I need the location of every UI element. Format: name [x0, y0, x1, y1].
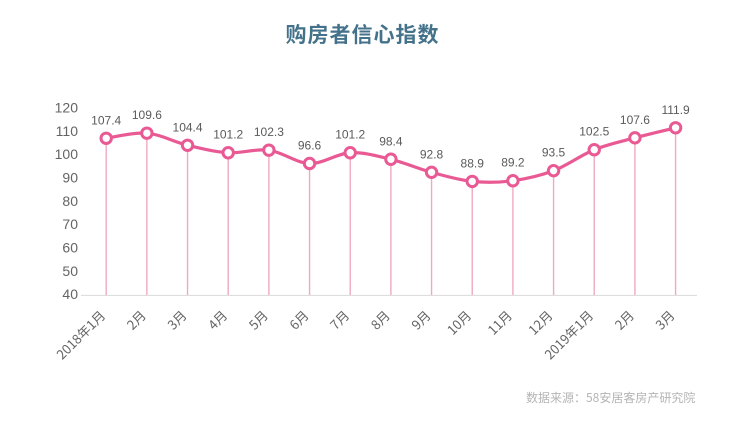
- svg-text:3月: 3月: [651, 306, 679, 334]
- svg-text:104.4: 104.4: [173, 120, 203, 134]
- svg-text:102.3: 102.3: [254, 125, 284, 139]
- svg-text:50: 50: [62, 263, 78, 279]
- svg-text:96.6: 96.6: [298, 138, 322, 152]
- svg-text:120: 120: [55, 100, 79, 116]
- svg-text:109.6: 109.6: [132, 108, 162, 122]
- svg-text:12月: 12月: [524, 306, 557, 339]
- svg-text:101.2: 101.2: [335, 128, 365, 142]
- svg-text:92.8: 92.8: [420, 147, 444, 161]
- svg-text:2018年1月: 2018年1月: [52, 306, 109, 363]
- svg-text:2月: 2月: [610, 306, 638, 334]
- svg-text:101.2: 101.2: [213, 128, 243, 142]
- svg-text:9月: 9月: [407, 306, 435, 334]
- svg-text:40: 40: [62, 286, 78, 302]
- svg-text:2月: 2月: [122, 306, 150, 334]
- svg-text:100: 100: [55, 146, 79, 162]
- svg-text:89.2: 89.2: [501, 156, 525, 170]
- svg-text:88.9: 88.9: [461, 156, 485, 170]
- svg-text:111.9: 111.9: [661, 103, 690, 117]
- svg-text:3月: 3月: [163, 306, 191, 334]
- svg-text:110: 110: [56, 123, 79, 139]
- svg-text:4月: 4月: [203, 306, 231, 334]
- svg-text:10月: 10月: [442, 306, 475, 339]
- svg-text:5月: 5月: [244, 306, 272, 334]
- svg-text:90: 90: [62, 170, 78, 186]
- svg-text:60: 60: [62, 239, 78, 255]
- svg-text:7月: 7月: [325, 306, 353, 334]
- svg-text:80: 80: [62, 193, 78, 209]
- svg-text:98.4: 98.4: [379, 134, 403, 148]
- svg-text:102.5: 102.5: [579, 125, 609, 139]
- svg-text:6月: 6月: [285, 306, 313, 334]
- svg-text:107.6: 107.6: [620, 113, 650, 127]
- svg-text:70: 70: [62, 216, 78, 232]
- svg-text:8月: 8月: [366, 306, 394, 334]
- svg-text:11月: 11月: [483, 306, 516, 339]
- svg-text:107.4: 107.4: [91, 113, 121, 127]
- svg-text:93.5: 93.5: [542, 146, 566, 160]
